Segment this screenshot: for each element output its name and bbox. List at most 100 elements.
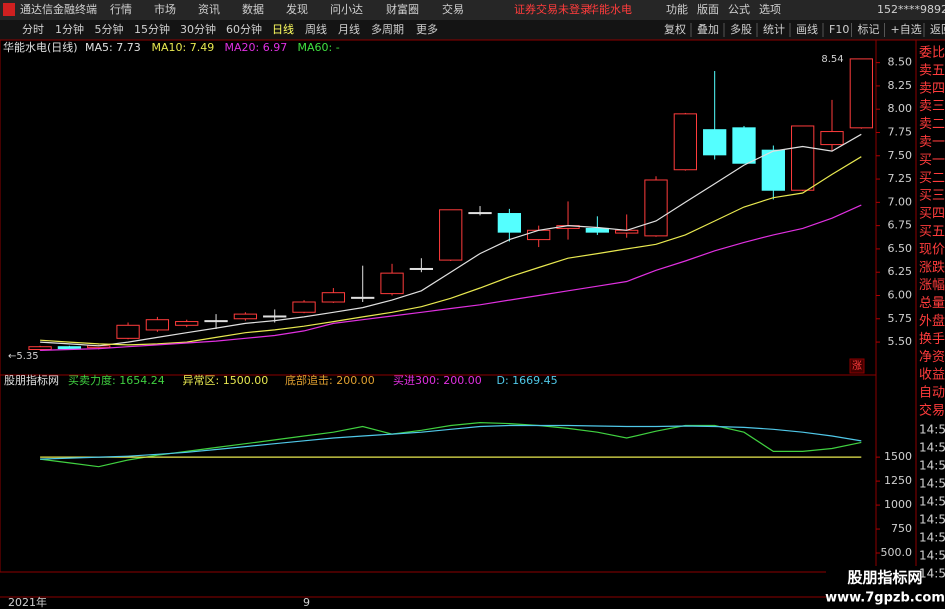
period-tab[interactable]: 15分钟 — [134, 22, 170, 36]
candle-body — [791, 125, 815, 191]
user[interactable]: 152****9892 — [877, 3, 945, 16]
menu-item[interactable]: 数据 — [242, 2, 264, 16]
side-label: 换手 — [919, 332, 945, 347]
tool-button[interactable]: 返回 — [930, 23, 945, 36]
period-tab[interactable]: 周线 — [305, 22, 327, 36]
menu-item[interactable]: 市场 — [154, 2, 176, 16]
menu-item[interactable]: 行情 — [110, 3, 132, 16]
legend-entry: 买进300: 200.00 — [393, 374, 482, 387]
candle-body — [57, 346, 82, 350]
side-label: 买三 — [919, 189, 945, 204]
y-tick-label: 500.0 — [881, 546, 913, 559]
menu-item[interactable]: 资讯 — [198, 3, 220, 16]
legend-entry: 买卖力度: 1654.24 — [68, 373, 165, 387]
candle-body — [175, 321, 199, 326]
side-time: 14:56 — [919, 459, 945, 473]
y-tick-label: 5.50 — [888, 335, 913, 348]
y-tick-label: 6.75 — [888, 219, 913, 232]
menu-item[interactable]: 公式 — [728, 3, 750, 16]
menu-item[interactable]: 版面 — [697, 2, 719, 16]
period-tab[interactable]: 日线 — [272, 22, 294, 36]
menu-item[interactable]: 交易 — [442, 2, 464, 16]
period-tab[interactable]: 60分钟 — [226, 22, 262, 36]
period-tab[interactable]: 1分钟 — [55, 22, 84, 36]
menu-item[interactable]: 财富圈 — [386, 2, 419, 16]
tool-button[interactable]: 画线 — [796, 22, 818, 36]
tool-button[interactable]: +自选 — [891, 23, 922, 36]
main-panel — [0, 39, 877, 376]
tool-button[interactable]: 统计 — [763, 23, 785, 36]
legend-entry: D: 1669.45 — [497, 374, 558, 387]
side-label: 涨幅 — [919, 278, 945, 293]
y-tick-label: 7.25 — [888, 172, 913, 185]
badge: 涨 — [852, 360, 862, 372]
candle-body — [28, 346, 52, 351]
side-time: 14:56 — [919, 549, 945, 563]
tool-button[interactable]: 多股 — [730, 22, 752, 36]
period-tab[interactable]: 30分钟 — [180, 22, 216, 36]
y-tick-label: 1000 — [884, 498, 912, 511]
side-label: 净资 — [919, 350, 945, 365]
y-tick-label: 8.00 — [888, 102, 913, 115]
indicator-title: 股朋指标网 — [4, 373, 59, 387]
y-tick-label: 750 — [891, 522, 912, 535]
side-label: 卖四 — [919, 81, 945, 96]
y-tick-label: 6.50 — [888, 242, 913, 255]
side-time: 14:56 — [919, 423, 945, 437]
candle-body — [233, 313, 258, 320]
login-notice[interactable]: 证券交易未登录 — [514, 2, 591, 16]
candle-body — [644, 179, 668, 237]
candle-body — [263, 315, 287, 318]
candle-body — [497, 213, 522, 233]
series-line — [40, 156, 862, 346]
side-label: 总量 — [919, 296, 945, 311]
y-tick-label: 7.75 — [888, 125, 913, 138]
menu-item[interactable]: 问小达 — [330, 3, 363, 16]
candle-body — [409, 267, 434, 270]
side-time: 14:56 — [919, 441, 945, 455]
period-tab[interactable]: 多周期 — [371, 22, 404, 36]
side-label: 委比 — [919, 46, 945, 61]
series-line — [40, 204, 862, 351]
menu-item[interactable]: 功能 — [666, 2, 688, 16]
candle-body — [351, 296, 375, 299]
candle-body — [585, 227, 610, 233]
period-tab[interactable]: 月线 — [338, 22, 360, 36]
tool-button[interactable]: 标记 — [858, 22, 880, 36]
period-tab[interactable]: 更多 — [416, 22, 438, 36]
y-tick-label: 8.50 — [888, 56, 913, 69]
tool-button[interactable]: F10 — [829, 23, 849, 36]
legend-entry: MA5: 7.73 — [85, 41, 141, 54]
side-label: 现价 — [919, 242, 945, 257]
candle-body — [292, 301, 316, 313]
period-tab[interactable]: 5分钟 — [95, 22, 124, 36]
side-label: 买一 — [919, 153, 945, 168]
side-label: 买二 — [919, 171, 945, 186]
side-label: 买五 — [919, 225, 945, 240]
side-label: 卖二 — [919, 117, 945, 132]
side-label: 买四 — [919, 207, 945, 222]
menu-item[interactable]: 选项 — [759, 3, 781, 16]
side-label: 卖五 — [919, 63, 945, 78]
y-tick-label: 6.00 — [888, 288, 913, 301]
watermark-name: 股朋指标网 — [847, 569, 922, 587]
series-line — [40, 424, 862, 460]
candle-body — [761, 149, 785, 191]
candle-body — [204, 320, 228, 323]
menu-item[interactable]: 发现 — [286, 2, 308, 16]
stock-name: 华能水电 — [588, 2, 632, 16]
toolbar — [0, 20, 945, 40]
side-label: 卖一 — [919, 135, 945, 150]
side-label: 交易 — [919, 403, 945, 419]
y-tick-label: 7.00 — [888, 195, 913, 208]
candle-body — [849, 58, 873, 129]
app-icon — [3, 3, 15, 16]
y-tick-label: 1500 — [884, 450, 912, 463]
tool-button[interactable]: 叠加 — [697, 23, 719, 36]
period-tab[interactable]: 分时 — [22, 23, 44, 36]
tool-button[interactable]: 复权 — [664, 22, 686, 36]
app-title: 通达信金融终端 — [20, 2, 97, 16]
badge-box — [849, 358, 865, 374]
legend-entry: MA10: 7.49 — [152, 41, 215, 54]
